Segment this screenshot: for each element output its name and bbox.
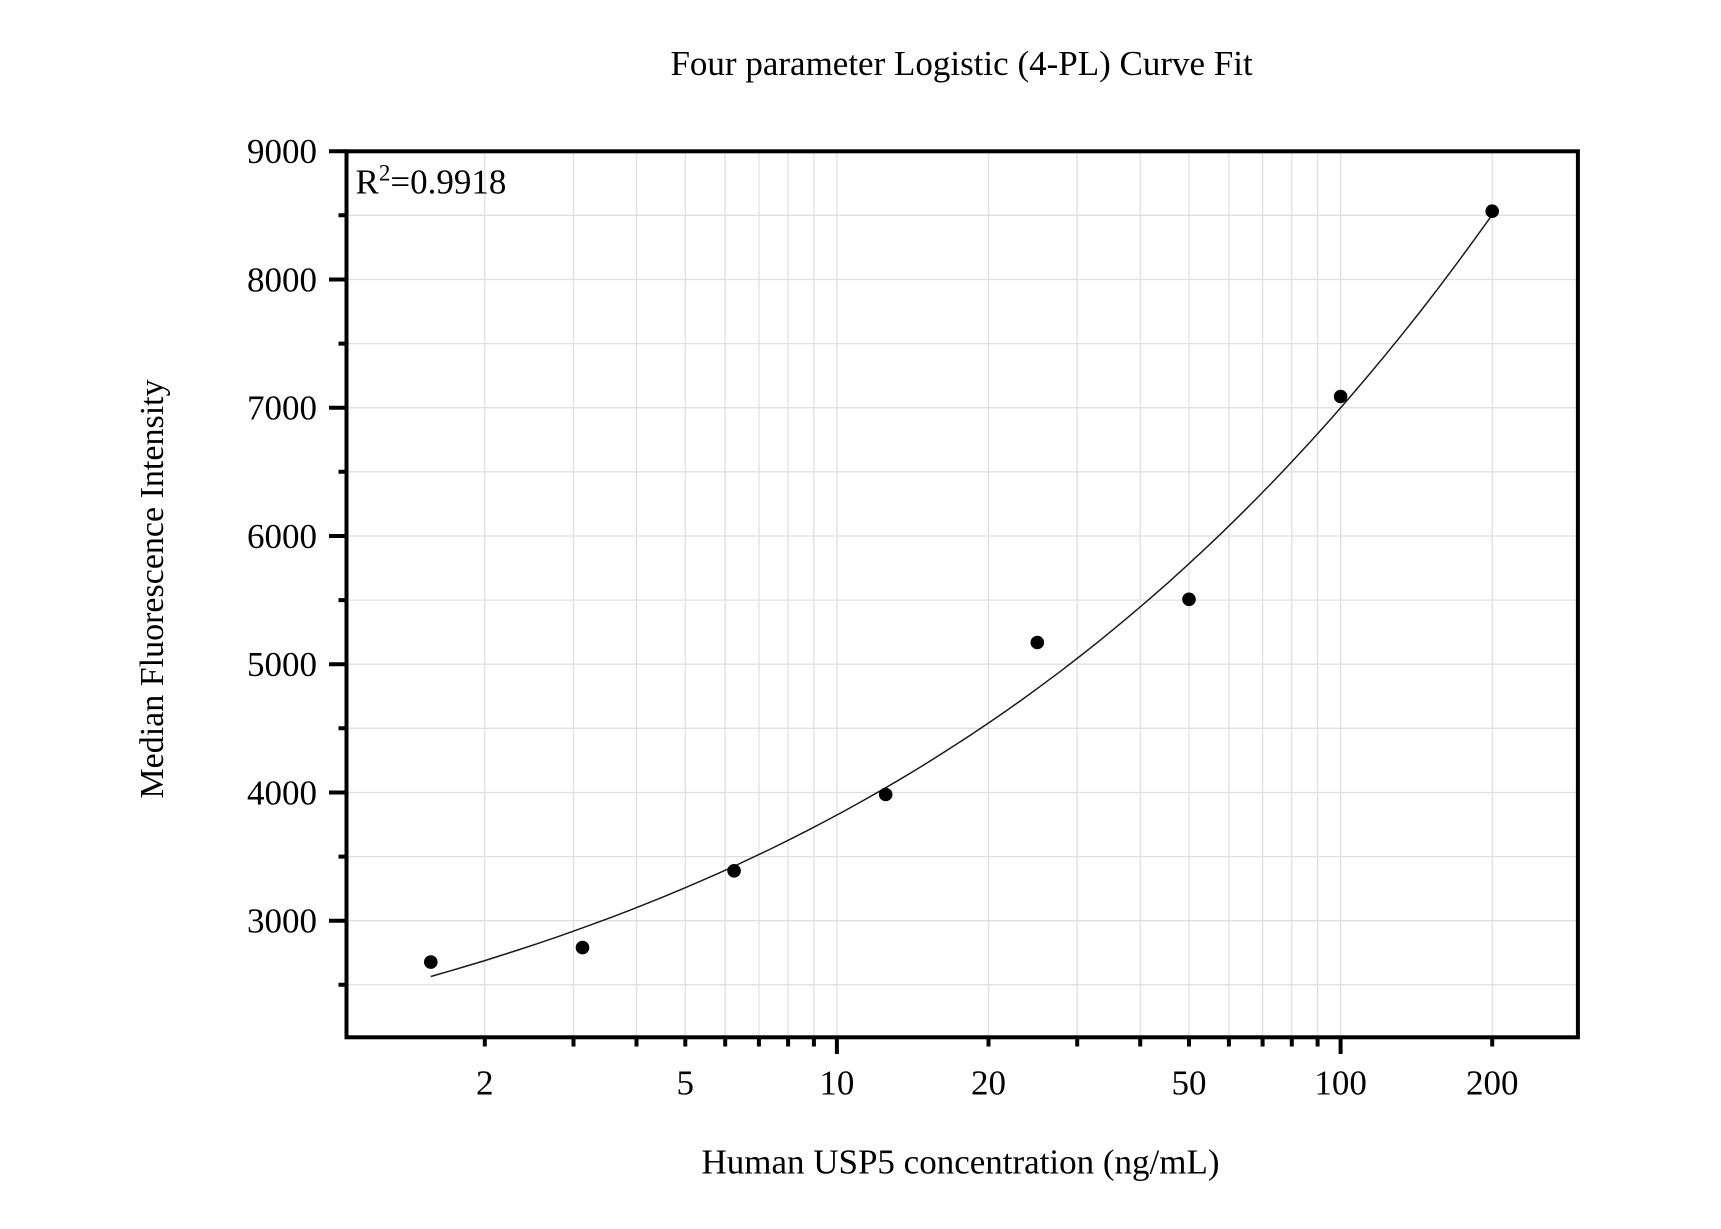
svg-text:5: 5	[677, 1063, 695, 1102]
svg-text:200: 200	[1466, 1063, 1519, 1102]
svg-text:9000: 9000	[247, 132, 317, 171]
svg-text:Human USP5 concentration (ng/m: Human USP5 concentration (ng/mL)	[701, 1143, 1219, 1182]
svg-text:8000: 8000	[247, 261, 317, 300]
svg-text:4000: 4000	[247, 774, 317, 813]
svg-text:10: 10	[819, 1063, 854, 1102]
svg-text:20: 20	[971, 1063, 1006, 1102]
svg-text:Median Fluorescence Intensity: Median Fluorescence Intensity	[134, 379, 171, 798]
svg-text:5000: 5000	[247, 645, 317, 684]
svg-text:R2=0.9918: R2=0.9918	[356, 161, 507, 202]
svg-text:6000: 6000	[247, 517, 317, 556]
svg-text:100: 100	[1314, 1063, 1367, 1102]
svg-text:50: 50	[1172, 1063, 1207, 1102]
svg-text:2: 2	[476, 1063, 494, 1102]
svg-text:3000: 3000	[247, 902, 317, 941]
svg-text:7000: 7000	[247, 389, 317, 428]
svg-text:Four parameter Logistic (4-PL): Four parameter Logistic (4-PL) Curve Fit	[670, 44, 1253, 83]
